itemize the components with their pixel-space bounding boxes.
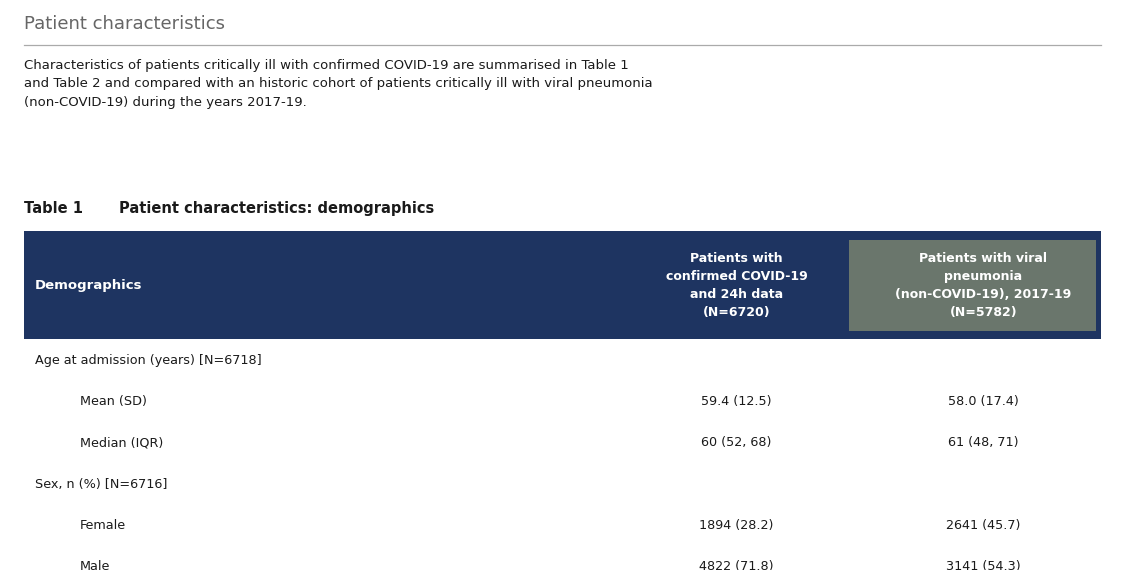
Text: Female: Female xyxy=(80,519,126,532)
Text: 3141 (54.3): 3141 (54.3) xyxy=(946,560,1020,570)
Text: Patients with viral
pneumonia
(non-COVID-19), 2017-19
(N=5782): Patients with viral pneumonia (non-COVID… xyxy=(896,252,1071,319)
Text: 58.0 (17.4): 58.0 (17.4) xyxy=(948,395,1019,408)
FancyBboxPatch shape xyxy=(24,231,1101,339)
Text: 4822 (71.8): 4822 (71.8) xyxy=(700,560,774,570)
Text: Male: Male xyxy=(80,560,110,570)
Text: Mean (SD): Mean (SD) xyxy=(80,395,147,408)
FancyBboxPatch shape xyxy=(848,239,1096,331)
Text: Table 1: Table 1 xyxy=(24,201,83,217)
Text: 59.4 (12.5): 59.4 (12.5) xyxy=(701,395,772,408)
Text: 1894 (28.2): 1894 (28.2) xyxy=(700,519,774,532)
Text: 61 (48, 71): 61 (48, 71) xyxy=(948,436,1018,449)
Text: Patients with
confirmed COVID-19
and 24h data
(N=6720): Patients with confirmed COVID-19 and 24h… xyxy=(666,252,808,319)
Text: Sex, n (%) [N=6716]: Sex, n (%) [N=6716] xyxy=(35,478,168,491)
Text: Patient characteristics: demographics: Patient characteristics: demographics xyxy=(119,201,434,217)
Text: Age at admission (years) [N=6718]: Age at admission (years) [N=6718] xyxy=(35,353,262,367)
Text: 60 (52, 68): 60 (52, 68) xyxy=(701,436,772,449)
Text: Patient characteristics: Patient characteristics xyxy=(24,15,225,33)
Text: Median (IQR): Median (IQR) xyxy=(80,436,163,449)
Text: Characteristics of patients critically ill with confirmed COVID-19 are summarise: Characteristics of patients critically i… xyxy=(24,59,652,109)
Text: 2641 (45.7): 2641 (45.7) xyxy=(946,519,1020,532)
Text: Demographics: Demographics xyxy=(35,279,143,292)
